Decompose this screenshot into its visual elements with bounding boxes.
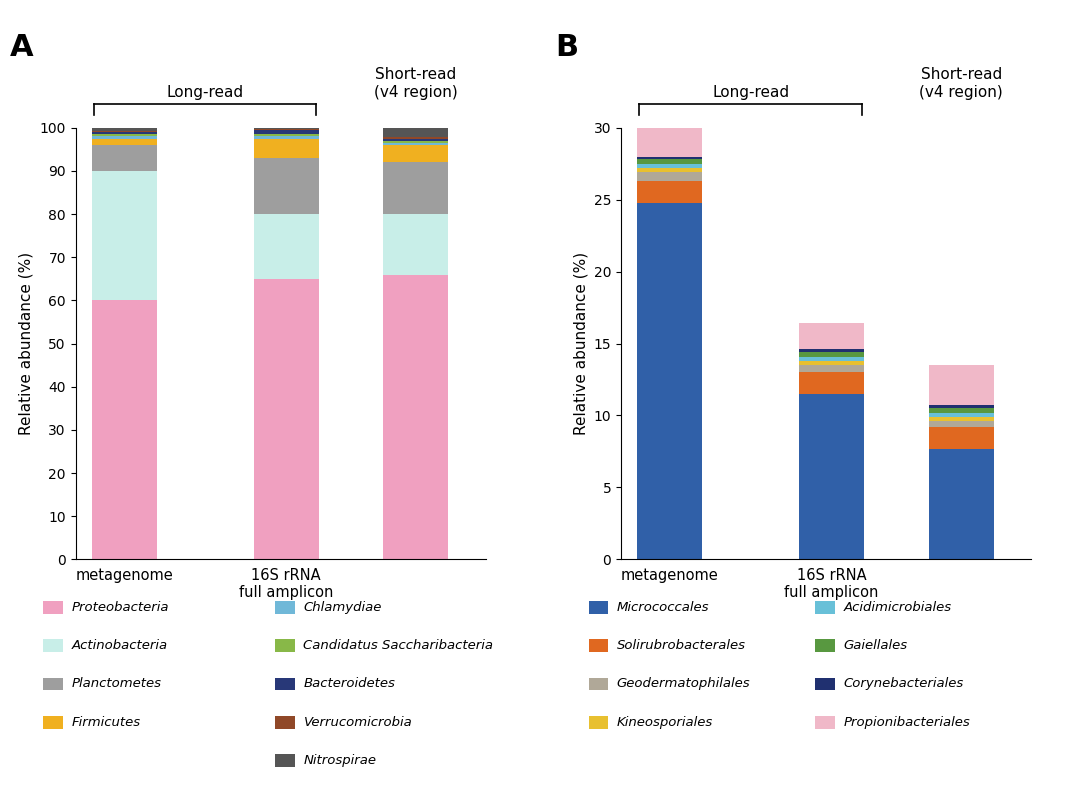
Bar — [799, 324, 864, 349]
Bar — [383, 162, 448, 214]
Bar — [383, 137, 448, 138]
Bar — [929, 421, 994, 427]
Bar — [92, 134, 157, 137]
Text: Solirubrobacterales: Solirubrobacterales — [617, 639, 745, 652]
Bar — [799, 352, 864, 356]
Bar — [383, 139, 448, 141]
Bar — [92, 145, 157, 171]
Bar — [383, 214, 448, 275]
Y-axis label: Relative abundance (%): Relative abundance (%) — [19, 252, 33, 435]
Text: Long-read: Long-read — [166, 85, 244, 100]
Bar — [92, 128, 157, 131]
Bar — [254, 129, 319, 130]
Bar — [637, 173, 702, 181]
Bar — [254, 158, 319, 214]
Bar — [637, 168, 702, 173]
Bar — [254, 137, 319, 138]
Bar — [92, 300, 157, 559]
Bar — [254, 279, 319, 559]
Text: B: B — [555, 33, 579, 62]
Bar — [254, 214, 319, 279]
Bar — [799, 356, 864, 361]
Text: Verrucomicrobia: Verrucomicrobia — [303, 716, 413, 729]
Bar — [92, 131, 157, 132]
Bar — [254, 130, 319, 134]
Text: Long-read: Long-read — [712, 85, 789, 100]
Bar — [637, 157, 702, 160]
Text: Gaiellales: Gaiellales — [843, 639, 907, 652]
Bar — [92, 137, 157, 138]
Text: Bacteroidetes: Bacteroidetes — [303, 678, 395, 690]
Bar — [383, 128, 448, 137]
Bar — [929, 427, 994, 448]
Text: Chlamydiae: Chlamydiae — [303, 601, 382, 614]
Bar — [92, 132, 157, 134]
Bar — [383, 143, 448, 145]
Text: Acidimicrobiales: Acidimicrobiales — [843, 601, 951, 614]
Bar — [383, 275, 448, 559]
Bar — [383, 141, 448, 143]
Bar — [254, 128, 319, 129]
Text: Nitrospirae: Nitrospirae — [303, 754, 377, 767]
Bar — [637, 203, 702, 559]
Bar — [637, 181, 702, 203]
Text: Firmicutes: Firmicutes — [71, 716, 140, 729]
Text: Kineosporiales: Kineosporiales — [617, 716, 713, 729]
Text: Short-read
(v4 region): Short-read (v4 region) — [919, 67, 1003, 100]
Text: Actinobacteria: Actinobacteria — [71, 639, 167, 652]
Bar — [254, 134, 319, 137]
Bar — [799, 394, 864, 559]
Y-axis label: Relative abundance (%): Relative abundance (%) — [573, 252, 589, 435]
Bar — [929, 448, 994, 559]
Bar — [254, 138, 319, 158]
Text: Short-read
(v4 region): Short-read (v4 region) — [374, 67, 458, 100]
Bar — [929, 405, 994, 408]
Bar — [799, 365, 864, 372]
Bar — [799, 349, 864, 352]
Text: Micrococcales: Micrococcales — [617, 601, 710, 614]
Text: Corynebacteriales: Corynebacteriales — [843, 678, 963, 690]
Bar — [929, 408, 994, 412]
Bar — [637, 160, 702, 164]
Text: Candidatus Saccharibacteria: Candidatus Saccharibacteria — [303, 639, 494, 652]
Text: Planctometes: Planctometes — [71, 678, 161, 690]
Text: A: A — [10, 33, 33, 62]
Bar — [92, 138, 157, 145]
Bar — [799, 372, 864, 394]
Bar — [637, 164, 702, 168]
Bar — [929, 417, 994, 421]
Bar — [929, 365, 994, 405]
Text: Propionibacteriales: Propionibacteriales — [843, 716, 970, 729]
Bar — [799, 361, 864, 365]
Bar — [92, 171, 157, 300]
Text: Proteobacteria: Proteobacteria — [71, 601, 168, 614]
Bar — [637, 128, 702, 157]
Text: Geodermatophilales: Geodermatophilales — [617, 678, 751, 690]
Bar — [383, 145, 448, 162]
Bar — [929, 412, 994, 417]
